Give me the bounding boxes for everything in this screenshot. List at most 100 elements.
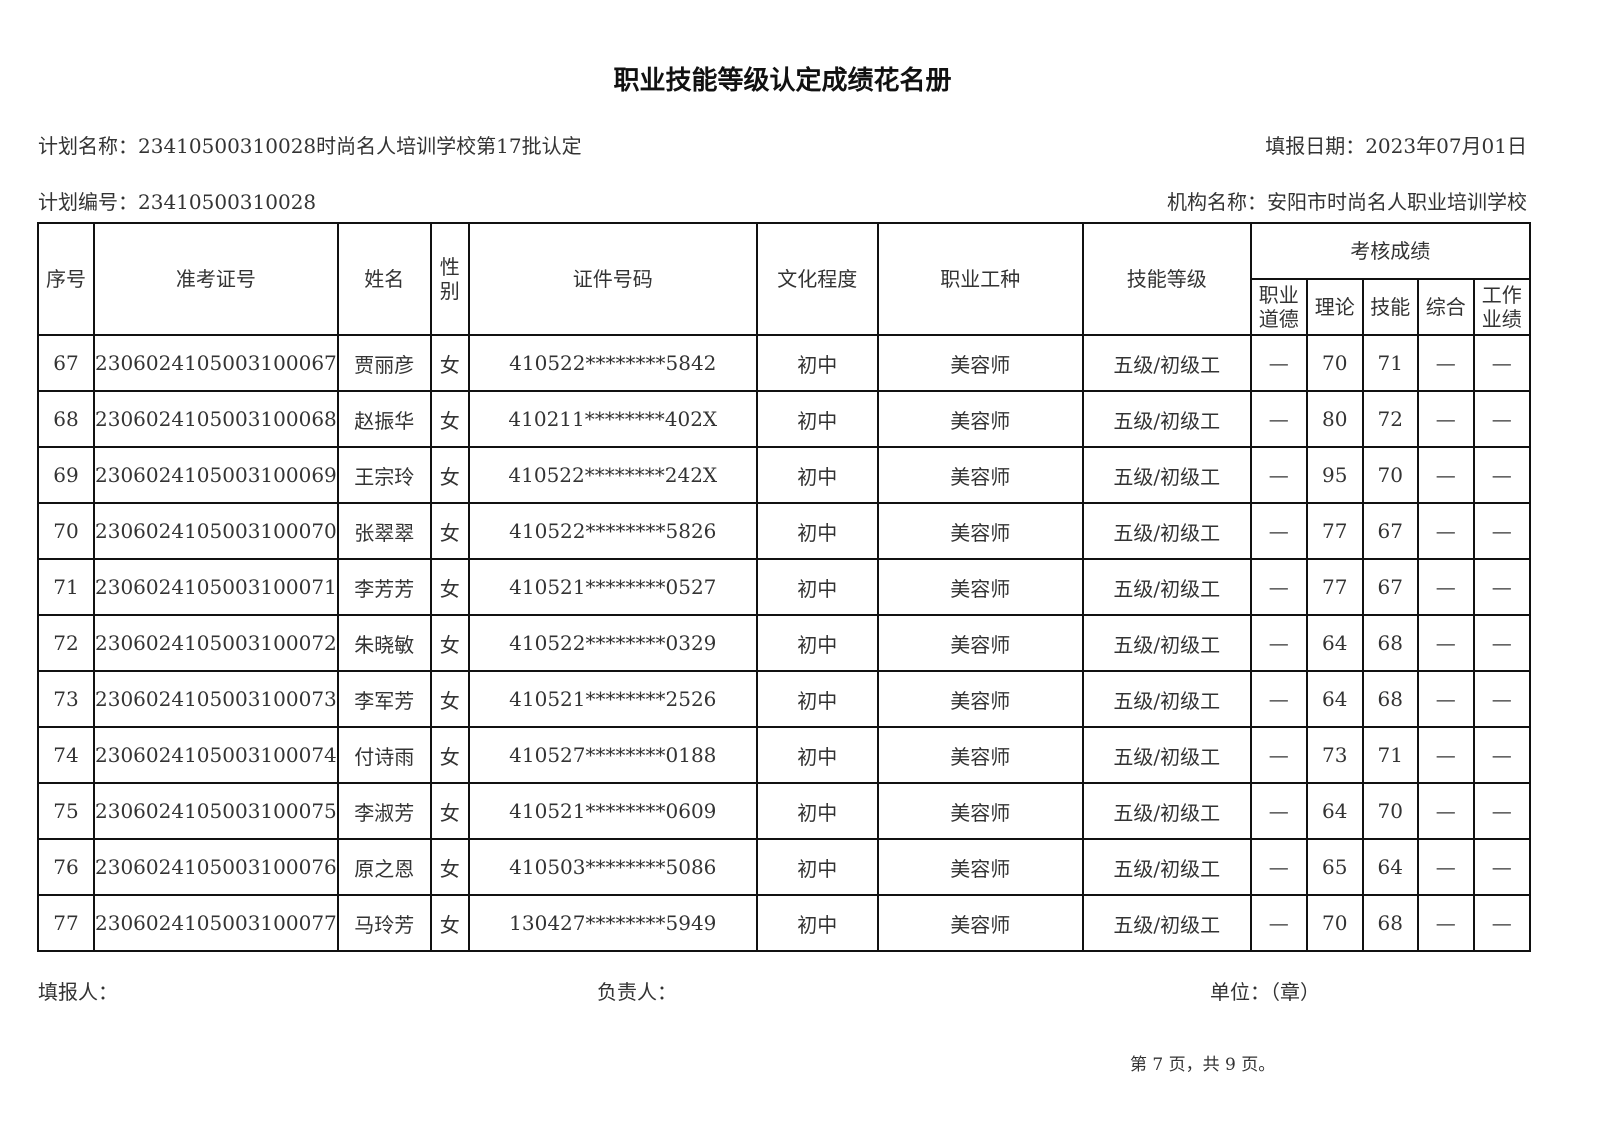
cell-theory: 77	[1305, 558, 1364, 616]
cell-ethics: —	[1249, 894, 1308, 952]
cell-work: —	[1472, 334, 1531, 392]
header-ticket: 准考证号	[93, 222, 339, 336]
cell-ticket: 2306024105003100076	[93, 838, 339, 896]
cell-ticket: 2306024105003100074	[93, 726, 339, 784]
cell-seq: 73	[37, 670, 95, 728]
cell-gender: 女	[429, 390, 470, 448]
header-gender: 性别	[429, 222, 470, 336]
header-theory: 理论	[1305, 278, 1364, 336]
cell-theory: 65	[1305, 838, 1364, 896]
header-ethics: 职业道德	[1249, 278, 1308, 336]
cell-seq: 72	[37, 614, 95, 672]
cell-id: 410522********5826	[467, 502, 758, 560]
header-seq: 序号	[37, 222, 95, 336]
plan-name: 计划名称：23410500310028时尚名人培训学校第17批认定	[38, 134, 582, 158]
cell-edu: 初中	[755, 838, 879, 896]
cell-work: —	[1472, 390, 1531, 448]
org-name: 机构名称：安阳市时尚名人职业培训学校	[1167, 190, 1527, 214]
cell-level: 五级/初级工	[1081, 502, 1252, 560]
cell-job: 美容师	[876, 838, 1084, 896]
cell-name: 原之恩	[336, 838, 432, 896]
cell-gender: 女	[429, 334, 470, 392]
cell-gender: 女	[429, 558, 470, 616]
cell-job: 美容师	[876, 894, 1084, 952]
cell-skill: 68	[1361, 670, 1419, 728]
cell-name: 贾丽彦	[336, 334, 432, 392]
cell-edu: 初中	[755, 446, 879, 504]
cell-overall: —	[1416, 390, 1475, 448]
cell-ticket: 2306024105003100067	[93, 334, 339, 392]
cell-edu: 初中	[755, 558, 879, 616]
cell-theory: 80	[1305, 390, 1364, 448]
cell-ticket: 2306024105003100070	[93, 502, 339, 560]
cell-skill: 70	[1361, 782, 1419, 840]
plan-number: 计划编号：23410500310028	[38, 190, 317, 214]
cell-ticket: 2306024105003100071	[93, 558, 339, 616]
cell-ethics: —	[1249, 558, 1308, 616]
cell-job: 美容师	[876, 558, 1084, 616]
table-row: 77 2306024105003100077 马玲芳女 130427********5…	[37, 894, 1531, 952]
cell-id: 410521********2526	[467, 670, 758, 728]
cell-work: —	[1472, 782, 1531, 840]
cell-seq: 77	[37, 894, 95, 952]
cell-edu: 初中	[755, 670, 879, 728]
cell-name: 朱晓敏	[336, 614, 432, 672]
header-work: 工作业绩	[1472, 278, 1531, 336]
table-row: 70 2306024105003100070 张翠翠女 410522********5…	[37, 502, 1531, 560]
cell-theory: 64	[1305, 670, 1364, 728]
cell-job: 美容师	[876, 334, 1084, 392]
cell-work: —	[1472, 670, 1531, 728]
cell-ethics: —	[1249, 726, 1308, 784]
cell-overall: —	[1416, 614, 1475, 672]
cell-id: 410521********0527	[467, 558, 758, 616]
cell-overall: —	[1416, 726, 1475, 784]
header-scores: 考核成绩	[1249, 222, 1531, 280]
table-row: 72 2306024105003100072 朱晓敏女 410522********0…	[37, 614, 1531, 672]
cell-job: 美容师	[876, 782, 1084, 840]
cell-id: 410503********5086	[467, 838, 758, 896]
header-level: 技能等级	[1081, 222, 1252, 336]
cell-ethics: —	[1249, 782, 1308, 840]
cell-theory: 95	[1305, 446, 1364, 504]
cell-job: 美容师	[876, 614, 1084, 672]
cell-gender: 女	[429, 894, 470, 952]
table-row: 68 2306024105003100068 赵振华女 410211********4…	[37, 390, 1531, 448]
cell-edu: 初中	[755, 782, 879, 840]
cell-ticket: 2306024105003100075	[93, 782, 339, 840]
cell-overall: —	[1416, 446, 1475, 504]
cell-skill: 64	[1361, 838, 1419, 896]
cell-work: —	[1472, 558, 1531, 616]
cell-level: 五级/初级工	[1081, 894, 1252, 952]
cell-ethics: —	[1249, 838, 1308, 896]
cell-level: 五级/初级工	[1081, 726, 1252, 784]
cell-name: 李军芳	[336, 670, 432, 728]
cell-ticket: 2306024105003100069	[93, 446, 339, 504]
cell-skill: 67	[1361, 502, 1419, 560]
cell-level: 五级/初级工	[1081, 838, 1252, 896]
cell-edu: 初中	[755, 614, 879, 672]
cell-overall: —	[1416, 334, 1475, 392]
cell-job: 美容师	[876, 390, 1084, 448]
cell-id: 410211********402X	[467, 390, 758, 448]
cell-name: 马玲芳	[336, 894, 432, 952]
header-id: 证件号码	[467, 222, 758, 336]
cell-job: 美容师	[876, 726, 1084, 784]
cell-work: —	[1472, 614, 1531, 672]
cell-id: 410522********5842	[467, 334, 758, 392]
cell-seq: 70	[37, 502, 95, 560]
cell-level: 五级/初级工	[1081, 670, 1252, 728]
cell-id: 410527********0188	[467, 726, 758, 784]
filler-label: 填报人：	[38, 980, 118, 1004]
cell-theory: 70	[1305, 334, 1364, 392]
cell-overall: —	[1416, 502, 1475, 560]
cell-level: 五级/初级工	[1081, 614, 1252, 672]
cell-skill: 72	[1361, 390, 1419, 448]
cell-gender: 女	[429, 726, 470, 784]
cell-theory: 64	[1305, 614, 1364, 672]
unit-label: 单位：（章）	[1210, 980, 1320, 1004]
table-row: 73 2306024105003100073 李军芳女 410521********2…	[37, 670, 1531, 728]
cell-theory: 70	[1305, 894, 1364, 952]
report-date: 填报日期：2023年07月01日	[1265, 134, 1527, 158]
cell-overall: —	[1416, 894, 1475, 952]
cell-name: 赵振华	[336, 390, 432, 448]
